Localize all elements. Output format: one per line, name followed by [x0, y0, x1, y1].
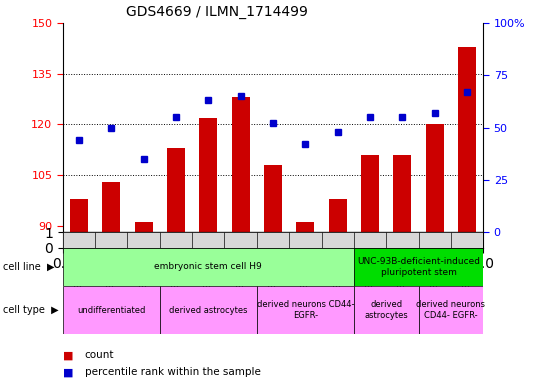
Bar [426, 124, 443, 232]
Bar [257, 232, 289, 248]
Bar [199, 118, 217, 232]
Bar [451, 232, 483, 248]
Bar [289, 232, 322, 248]
Bar [127, 232, 160, 248]
Bar [257, 286, 354, 334]
Bar [192, 232, 224, 248]
Bar [63, 232, 95, 248]
Bar [232, 97, 250, 232]
Text: cell type  ▶: cell type ▶ [3, 305, 58, 315]
Bar [95, 232, 127, 248]
Text: cell line  ▶: cell line ▶ [3, 262, 54, 272]
Bar [354, 232, 386, 248]
Bar [296, 222, 314, 232]
Text: ■: ■ [63, 350, 73, 360]
Bar [224, 232, 257, 248]
Bar [160, 232, 192, 248]
Text: ■: ■ [63, 367, 73, 377]
Text: embryonic stem cell H9: embryonic stem cell H9 [155, 262, 262, 271]
Bar [419, 286, 483, 334]
Text: UNC-93B-deficient-induced
pluripotent stem: UNC-93B-deficient-induced pluripotent st… [357, 257, 480, 276]
Bar [63, 286, 160, 334]
Bar [458, 47, 476, 232]
Text: derived neurons
CD44- EGFR-: derived neurons CD44- EGFR- [417, 300, 485, 320]
Text: undifferentiated: undifferentiated [77, 306, 145, 314]
Text: GDS4669 / ILMN_1714499: GDS4669 / ILMN_1714499 [126, 5, 308, 19]
Bar [354, 286, 419, 334]
Bar [419, 232, 451, 248]
Bar [354, 248, 483, 286]
Bar [322, 232, 354, 248]
Text: derived
astrocytes: derived astrocytes [364, 300, 408, 320]
Bar [167, 148, 185, 232]
Bar [329, 199, 347, 232]
Bar [386, 232, 419, 248]
Bar [103, 182, 120, 232]
Bar [160, 286, 257, 334]
Text: derived neurons CD44-
EGFR-: derived neurons CD44- EGFR- [257, 300, 354, 320]
Bar [63, 248, 354, 286]
Text: derived astrocytes: derived astrocytes [169, 306, 247, 314]
Bar [135, 222, 152, 232]
Text: percentile rank within the sample: percentile rank within the sample [85, 367, 260, 377]
Text: count: count [85, 350, 114, 360]
Bar [361, 155, 379, 232]
Bar [264, 165, 282, 232]
Bar [394, 155, 411, 232]
Bar [70, 199, 88, 232]
